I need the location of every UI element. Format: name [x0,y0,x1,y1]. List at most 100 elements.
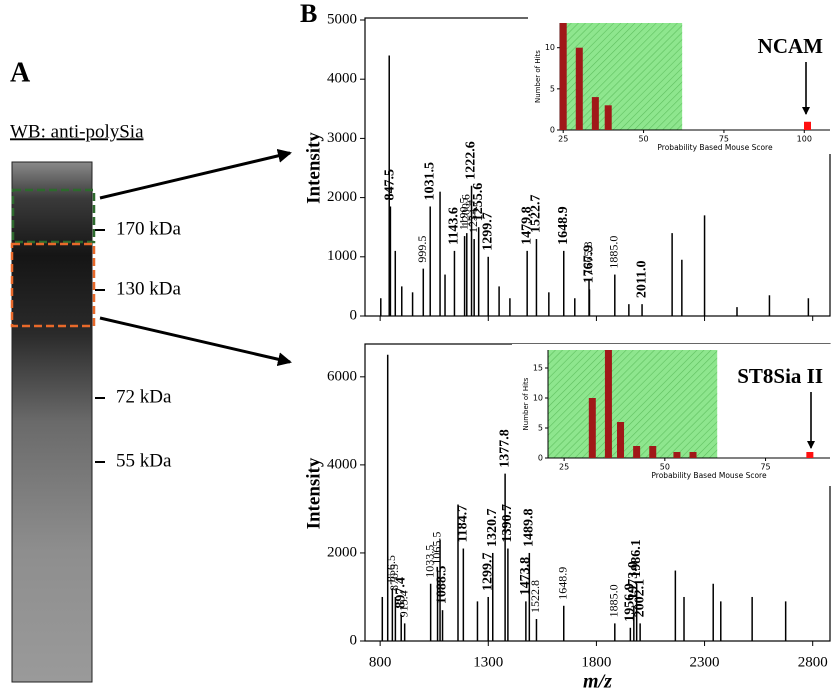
peak-label: 1648.9 [555,567,569,600]
x-tick-label: 2300 [690,654,720,670]
blot-title: WB: anti-polySia [10,121,144,142]
y-tick-label: 10 [533,394,543,403]
arrow [99,148,292,200]
y-tick-label: 2000 [327,189,357,205]
hit-bar [804,121,811,130]
peak-label: 897.4 [393,577,408,609]
y-tick-label: 0 [350,632,358,648]
peak-label: 1765.8 [581,241,595,274]
x-tick-label: 800 [369,654,392,670]
peak-label: 1648.9 [556,206,571,245]
y-tick-label: 0 [538,454,543,463]
protein-title: ST8Sia II [737,364,823,388]
x-tick-label: 1300 [473,654,503,670]
x-tick-label: 25 [559,463,569,472]
y-tick-label: 1000 [327,248,357,264]
peak-label: 1885.0 [607,584,621,617]
hit-bar [588,398,596,458]
peak-label: 1065.5 [429,532,443,565]
x-tick-label: 50 [660,463,670,472]
hit-bar [604,350,612,458]
hit-bar [604,105,612,130]
y-axis-label: Number of Hits [522,377,530,430]
peak-label: 1767.9 [582,245,597,284]
peak-label: 2011.0 [634,260,649,298]
peak-label: 2002.1 [632,579,647,618]
x-tick-label: 1800 [581,654,611,670]
gel-image [11,161,93,683]
hit-bar [559,23,567,130]
peak-label: 1390.7 [500,504,515,543]
x-tick-label: 75 [760,463,770,472]
peak-label: 1522.7 [529,195,544,234]
panel-a: A WB: anti-polySia 170 kDa 130 kDa 72 kD… [10,57,292,683]
hit-bar [689,452,697,458]
y-axis-label: Intensity [303,457,324,529]
marker-label: 55 kDa [116,450,172,471]
y-tick-label: 0 [550,126,555,135]
peak-label: 1031.5 [422,162,437,201]
highlight-box [11,188,96,244]
y-axis-label: Intensity [303,132,324,204]
y-tick-label: 4000 [327,456,357,472]
peak-label: 1184.7 [456,505,471,543]
y-tick-label: 6000 [327,368,357,384]
hit-bar [673,452,681,458]
hit-bar [591,97,599,130]
x-tick-label: 75 [719,135,729,144]
highlight-box [10,242,96,328]
peak-label: 1234.7 [466,200,480,233]
peak-label: 1377.8 [497,429,512,468]
hit-bar [575,47,583,130]
x-axis-label: m/z [583,671,612,692]
peak-label: 1143.6 [447,207,462,245]
peak-label: 856.5 [384,555,398,582]
peak-label: 999.5 [415,236,429,263]
x-axis-label: Probability Based Mouse Score [651,471,767,480]
panel-label: A [10,57,31,88]
threshold-hatch [548,350,718,458]
peak-label: 1033.5 [422,545,436,578]
peak-label: 1320.7 [485,508,500,547]
y-tick-label: 2000 [327,544,357,560]
x-tick-label: 50 [638,135,648,144]
peak-label: 1190.5 [456,198,470,231]
y-tick-label: 15 [533,364,543,373]
x-axis-label: Probability Based Mouse Score [657,143,773,152]
y-tick-label: 10 [545,43,555,52]
inset: 0 5 10 15 25 50 75 Number of Hits Probability Ba… [512,344,832,486]
marker-label: 72 kDa [116,386,172,407]
x-tick-label: 2800 [798,654,828,670]
peak-label: 1222.6 [464,141,479,180]
peak-label: 1479.8 [519,206,534,245]
spectrum: 0 2000 4000 6000 800 1300 1800 2300 2800 Intensit… [303,343,831,692]
inset: 0 5 10 25 50 75 100 Number of Hits Probability B… [528,17,832,154]
y-tick-label: 0 [350,307,358,323]
peak-label: 1299.7 [480,552,495,591]
peak-label: 1200.6 [459,194,473,227]
y-tick-label: 5 [538,424,543,433]
protein-title: NCAM [758,34,823,58]
hit-bar [633,446,641,458]
hit-bar [617,422,625,458]
peak-label: 1489.8 [522,508,537,547]
overlay: NCAM ST8Sia II [737,34,823,449]
y-axis-label: Number of Hits [534,50,542,103]
y-tick-label: 5 [550,84,555,93]
peak-label: 913.4 [396,590,410,617]
y-tick-label: 5000 [327,11,357,27]
peak-label: 870.5 [387,564,401,591]
peak-label: 1986.1 [629,539,644,578]
x-tick-label: 100 [797,135,812,144]
peak-label: 1299.7 [480,212,495,251]
marker-label: 170 kDa [116,218,181,239]
marker-label: 130 kDa [116,278,181,299]
hit-bar [649,446,657,458]
x-tick-label: 25 [558,135,568,144]
peak-label: 1255.6 [471,183,486,222]
arrow [99,316,292,367]
y-tick-label: 3000 [327,130,357,146]
peak-label: 1522.8 [528,580,542,613]
